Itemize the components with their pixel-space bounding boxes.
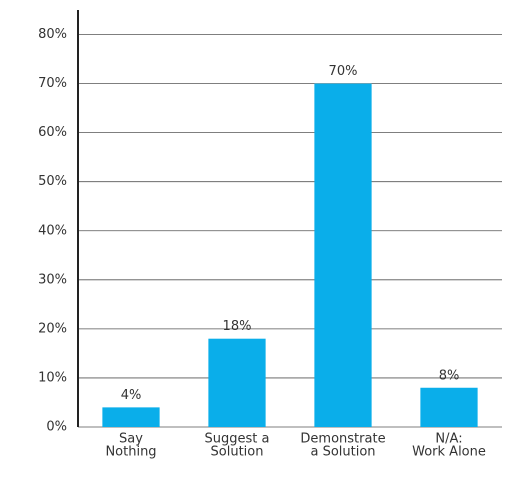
x-tick-label: Work Alone	[412, 445, 486, 460]
value-label: 8%	[439, 368, 460, 383]
bar	[208, 338, 266, 427]
value-label: 70%	[329, 64, 358, 79]
x-tick-label: a Solution	[310, 445, 375, 460]
y-tick-label: 60%	[38, 125, 67, 140]
x-tick-label: Say	[119, 432, 143, 447]
value-label: 18%	[223, 319, 252, 334]
y-tick-label: 30%	[38, 272, 67, 287]
x-tick-label: Nothing	[105, 445, 156, 460]
y-tick-label: 10%	[38, 370, 67, 385]
x-tick-label: N/A:	[435, 432, 462, 447]
y-tick-label: 20%	[38, 321, 67, 336]
y-tick-label: 0%	[46, 420, 67, 435]
bar	[420, 387, 478, 427]
x-tick-label: Demonstrate	[300, 432, 385, 447]
x-tick-label: Suggest a	[205, 432, 270, 447]
x-tick-label: Solution	[211, 445, 264, 460]
value-label: 4%	[121, 388, 142, 403]
bar	[102, 407, 160, 427]
y-tick-label: 70%	[38, 76, 67, 91]
y-tick-label: 50%	[38, 174, 67, 189]
bar	[314, 83, 372, 428]
y-tick-label: 40%	[38, 223, 67, 238]
y-tick-label: 80%	[38, 27, 67, 42]
